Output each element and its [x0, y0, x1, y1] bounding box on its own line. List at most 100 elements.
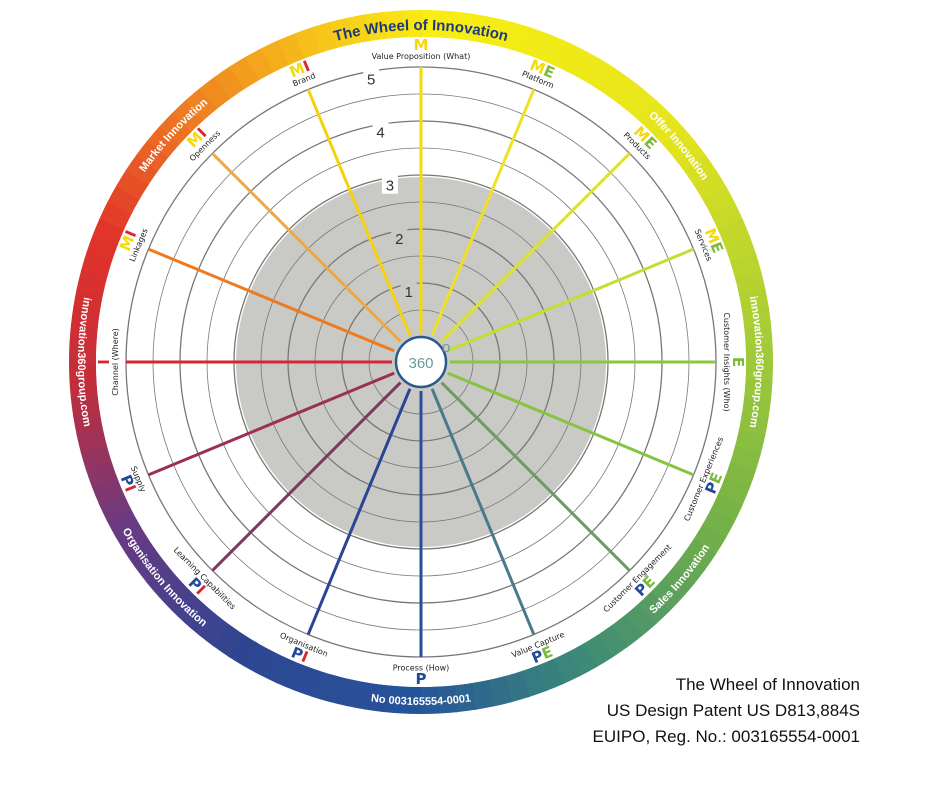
side-url-left: innovation360group.com	[75, 296, 93, 428]
ring-segment	[69, 360, 97, 381]
center-label: 360	[408, 355, 433, 372]
ring-segment	[384, 10, 406, 39]
ring-segment	[229, 56, 260, 90]
spoke-line	[430, 388, 536, 636]
ring-segment	[693, 170, 727, 201]
spoke-line	[211, 381, 402, 572]
patent-caption: The Wheel of Innovation US Design Patent…	[593, 672, 860, 750]
scale-number: 5	[367, 71, 375, 88]
ring-segment	[568, 48, 599, 82]
ring-segment	[637, 591, 670, 625]
ring-segment	[436, 685, 458, 714]
ring-segment	[116, 168, 150, 200]
ring-segment	[347, 14, 372, 45]
ring-segment	[692, 524, 726, 556]
ring-segment	[650, 113, 684, 146]
ring-segment	[365, 11, 389, 42]
spoke-label: Customer Insights (Who)	[722, 312, 731, 411]
ring-segment	[146, 565, 180, 598]
caption-us-patent: US Design Patent US D813,884S	[606, 701, 860, 720]
ring-segment	[624, 603, 657, 637]
spoke-code: M	[414, 36, 429, 54]
ring-segment	[419, 686, 440, 715]
ring-segment	[106, 508, 140, 538]
ring-segment	[99, 200, 133, 230]
scale-number-bg	[400, 282, 417, 301]
ring-segment	[470, 679, 495, 710]
ring-segment	[745, 343, 773, 364]
spoke-code: P	[416, 670, 427, 688]
ring-segment	[198, 613, 230, 647]
ring-segment	[107, 184, 141, 215]
ring-segment	[486, 675, 513, 707]
bottom-registration: No 003165554-0001	[370, 692, 472, 708]
ring-segment	[158, 578, 192, 611]
ring-segment	[115, 523, 149, 554]
scale-number: 2	[395, 231, 403, 248]
ring-segment	[625, 88, 658, 122]
spoke-line	[440, 381, 631, 572]
ring-segment	[159, 111, 193, 145]
spoke-line	[306, 88, 412, 336]
ring-segment	[741, 395, 772, 419]
ring-segment	[553, 40, 583, 74]
scale-number: 3	[386, 178, 394, 195]
scale-number-bg	[391, 228, 408, 247]
ring-segment	[199, 76, 232, 110]
ring-segment	[661, 566, 695, 599]
ring-segment	[147, 125, 181, 158]
spoke-line	[440, 152, 631, 343]
ring-segment	[400, 686, 421, 714]
ring-segment	[346, 679, 371, 710]
ring-segment	[537, 33, 566, 66]
ring-segment	[92, 217, 125, 246]
ring-segment	[662, 126, 696, 159]
spoke-code: PI	[289, 643, 311, 666]
ring-segment	[582, 634, 613, 668]
center-circle	[394, 335, 448, 389]
ring-segment	[125, 153, 160, 185]
scale-number-bg	[363, 69, 380, 88]
ring-segment	[70, 305, 101, 329]
ring-segment	[453, 682, 477, 713]
ring-segment	[672, 553, 706, 585]
ring-segment	[598, 66, 630, 101]
scale-number: 1	[404, 284, 412, 301]
spoke-code: MI	[183, 124, 210, 151]
spoke-line	[306, 388, 412, 636]
ring-segment	[738, 288, 769, 313]
spoke-label: Value Proposition (What)	[372, 52, 471, 61]
ring-segment	[744, 379, 773, 401]
ring-segment	[745, 362, 773, 383]
ring-segment	[124, 537, 159, 569]
scale-number-bg	[381, 175, 398, 194]
spoke-label: Channel (Where)	[111, 328, 120, 396]
ring-segment	[329, 17, 356, 49]
spoke-line	[211, 152, 402, 343]
center-degree: o	[442, 339, 450, 356]
spoke-line	[147, 247, 395, 353]
ring-segment	[135, 551, 169, 584]
center-hub: 360 o	[394, 335, 450, 389]
ring-segment	[69, 323, 98, 345]
ring-segment	[212, 623, 244, 658]
ring-segment	[69, 377, 98, 399]
ring-segment	[259, 650, 289, 684]
ring-segment	[471, 14, 496, 45]
ring-segment	[73, 287, 104, 312]
ring-segment	[73, 411, 104, 436]
ring-segment	[673, 140, 707, 173]
ring-segment	[214, 65, 246, 100]
ring-segment	[402, 9, 423, 38]
ring-segment	[364, 682, 388, 713]
ring-segment	[596, 624, 628, 659]
ring-segment	[136, 139, 170, 171]
caption-euipo: EUIPO, Reg. No.: 003165554-0001	[592, 727, 860, 746]
spokes	[126, 67, 716, 657]
ring-segment	[69, 341, 97, 362]
spoke-line	[147, 371, 395, 477]
ring-segment	[245, 47, 275, 81]
ring-segment	[734, 270, 766, 297]
spoke-line	[447, 247, 695, 353]
